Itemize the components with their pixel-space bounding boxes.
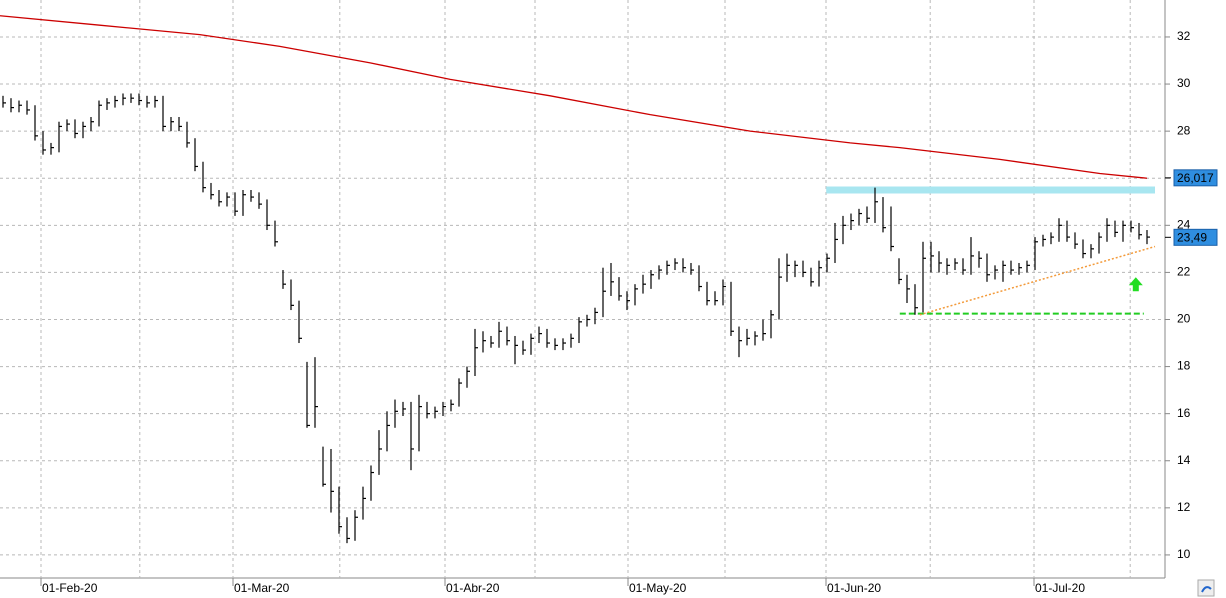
y-tick-label: 24 bbox=[1177, 217, 1191, 231]
y-tick-label: 32 bbox=[1177, 29, 1191, 43]
moving-average-line bbox=[0, 15, 1148, 179]
price-label: 23,49 bbox=[1177, 230, 1207, 244]
x-tick-label: 01-Mar-20 bbox=[234, 581, 290, 595]
y-tick-label: 12 bbox=[1177, 500, 1191, 514]
x-tick-label: 01-May-20 bbox=[629, 581, 687, 595]
x-tick-label: 01-Feb-20 bbox=[42, 581, 98, 595]
price-label: 26,017 bbox=[1177, 171, 1214, 185]
x-tick-label: 01-Abr-20 bbox=[446, 581, 500, 595]
price-label-box bbox=[1173, 169, 1218, 187]
y-tick-label: 22 bbox=[1177, 265, 1191, 279]
y-tick-label: 14 bbox=[1177, 453, 1191, 467]
up-arrow bbox=[1128, 277, 1143, 292]
y-tick-label: 28 bbox=[1177, 123, 1191, 137]
price-label-box bbox=[1173, 228, 1218, 246]
corner-icon bbox=[1197, 579, 1215, 597]
x-tick-label: 01-Jul-20 bbox=[1035, 581, 1085, 595]
y-tick-label: 16 bbox=[1177, 406, 1191, 420]
y-tick-label: 30 bbox=[1177, 76, 1191, 90]
x-tick-label: 01-Jun-20 bbox=[827, 581, 881, 595]
trend-line bbox=[919, 245, 1156, 316]
y-tick-label: 20 bbox=[1177, 312, 1191, 326]
y-tick-label: 10 bbox=[1177, 547, 1191, 561]
y-tick-label: 18 bbox=[1177, 359, 1191, 373]
